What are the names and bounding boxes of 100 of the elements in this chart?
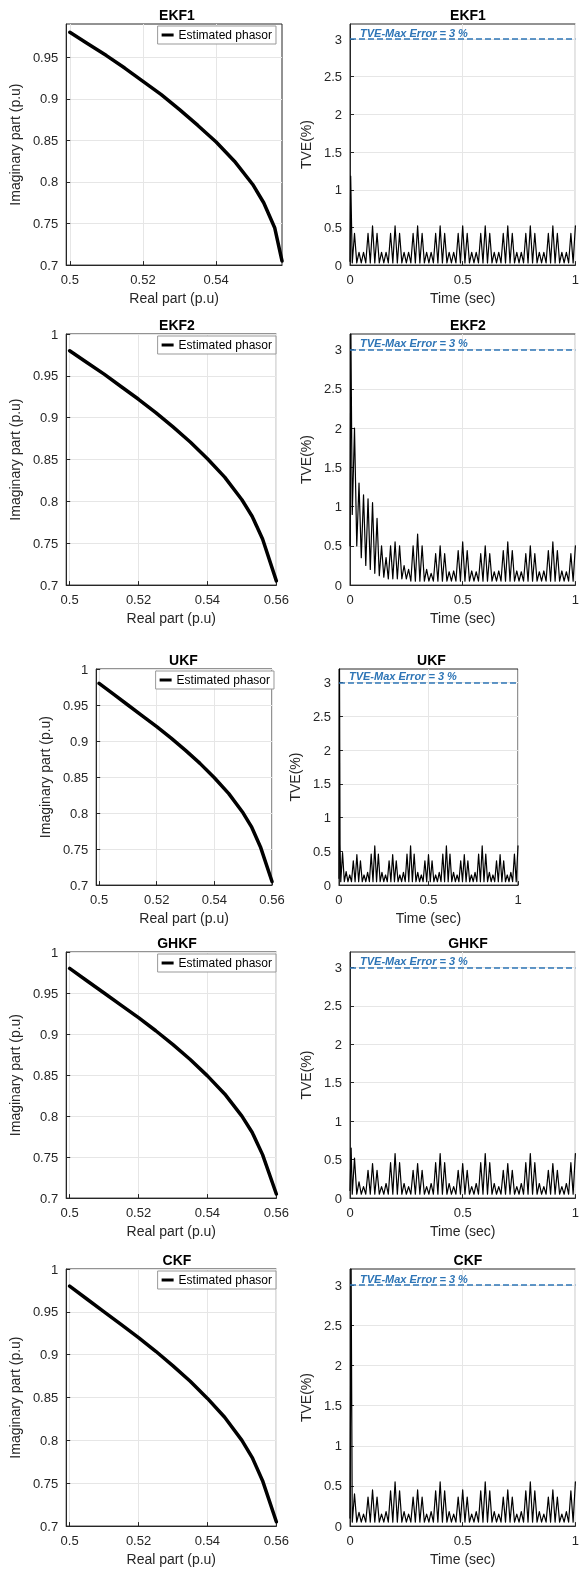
y-tick-label: 0.8 bbox=[40, 493, 59, 509]
y-tick-label: 0.95 bbox=[32, 49, 59, 65]
y-tick-label: 0 bbox=[334, 257, 342, 273]
y-tick-label: 2 bbox=[334, 106, 342, 122]
y-tick-label: 0.7 bbox=[40, 1190, 59, 1206]
y-tick-label: 0 bbox=[334, 1518, 342, 1534]
x-tick-label: 0.56 bbox=[263, 1533, 290, 1549]
y-tick-label: 0.75 bbox=[32, 535, 59, 551]
y-tick-label: 0 bbox=[323, 877, 331, 893]
y-tick-label: 0.75 bbox=[32, 1475, 59, 1491]
ref-line-label: TVE-Max Error = 3 % bbox=[360, 26, 469, 39]
x-tick-label: 0.54 bbox=[194, 592, 221, 608]
y-tick-label: 0.7 bbox=[40, 1518, 59, 1534]
x-tick-label: 0.52 bbox=[125, 1533, 152, 1549]
legend-label: Estimated phasor bbox=[176, 673, 271, 687]
x-tick-label: 1 bbox=[571, 1205, 579, 1221]
x-tick-label: 0.54 bbox=[203, 272, 229, 288]
y-tick-label: 0.5 bbox=[323, 538, 342, 554]
x-tick-label: 1 bbox=[571, 1533, 579, 1549]
x-tick-label: 0.54 bbox=[201, 892, 228, 908]
y-axis-title: Imaginary part (p.u) bbox=[37, 715, 53, 839]
x-tick-label: 0 bbox=[346, 1205, 354, 1221]
y-tick-label: 0.8 bbox=[70, 805, 89, 821]
y-tick-label: 1.5 bbox=[323, 459, 342, 475]
x-tick-label: 0 bbox=[346, 1533, 354, 1549]
x-tick-label: 0.5 bbox=[453, 272, 472, 288]
y-axis-title: TVE(%) bbox=[298, 1050, 315, 1100]
y-tick-label: 0.9 bbox=[40, 1347, 59, 1363]
x-axis-title: Real part (p.u) bbox=[129, 290, 219, 306]
y-axis-title: Imaginary part (p.u) bbox=[7, 398, 23, 521]
x-axis-title: Real part (p.u) bbox=[139, 910, 229, 926]
y-tick-label: 1 bbox=[323, 810, 331, 826]
y-tick-label: 2 bbox=[334, 1036, 342, 1052]
x-tick-label: 0.56 bbox=[263, 592, 290, 608]
y-tick-label: 0.75 bbox=[32, 216, 59, 232]
x-axis-title: Real part (p.u) bbox=[126, 610, 217, 626]
chart-title: EKF2 bbox=[159, 317, 196, 333]
y-tick-label: 0.85 bbox=[32, 1067, 59, 1083]
x-axis-title: Time (sec) bbox=[429, 1551, 496, 1567]
y-tick-label: 0.75 bbox=[62, 841, 89, 857]
x-tick-label: 0.5 bbox=[453, 1205, 472, 1221]
chart-title: GHKF bbox=[157, 935, 198, 951]
y-tick-label: 1 bbox=[334, 1113, 342, 1129]
x-tick-label: 1 bbox=[571, 272, 579, 288]
y-axis-title: Imaginary part (p.u) bbox=[7, 1013, 23, 1137]
y-tick-label: 0.9 bbox=[40, 410, 59, 426]
x-tick-label: 0.5 bbox=[453, 592, 472, 608]
y-tick-label: 0.85 bbox=[32, 1390, 59, 1406]
y-tick-label: 1.5 bbox=[323, 144, 342, 160]
y-tick-label: 3 bbox=[334, 31, 342, 47]
legend-label: Estimated phasor bbox=[178, 338, 273, 352]
y-tick-label: 0.7 bbox=[40, 257, 59, 273]
y-tick-label: 3 bbox=[323, 675, 331, 691]
y-tick-label: 1 bbox=[334, 1438, 342, 1454]
x-tick-label: 1 bbox=[571, 592, 579, 608]
y-tick-label: 3 bbox=[334, 959, 342, 975]
y-tick-label: 1 bbox=[50, 944, 59, 960]
chart-title: EKF1 bbox=[450, 7, 487, 23]
x-tick-label: 0.52 bbox=[144, 892, 170, 908]
y-tick-label: 1.5 bbox=[323, 1075, 342, 1091]
x-axis-title: Real part (p.u) bbox=[126, 1223, 217, 1239]
x-axis-title: Time (sec) bbox=[429, 290, 496, 306]
y-axis-title: Imaginary part (p.u) bbox=[7, 1336, 23, 1459]
ref-line-label: TVE-Max Error = 3 % bbox=[360, 1272, 469, 1285]
y-tick-label: 1 bbox=[50, 326, 59, 342]
line-series bbox=[349, 333, 576, 582]
x-tick-label: 0.56 bbox=[259, 892, 285, 908]
y-tick-label: 0 bbox=[334, 1190, 342, 1206]
y-tick-label: 0.85 bbox=[32, 132, 59, 148]
line-series bbox=[338, 668, 519, 883]
x-tick-label: 0.52 bbox=[125, 592, 152, 608]
y-tick-label: 0.95 bbox=[32, 985, 59, 1001]
y-tick-label: 2 bbox=[334, 420, 342, 436]
line-series bbox=[349, 1268, 576, 1523]
x-axis-title: Real part (p.u) bbox=[126, 1551, 217, 1567]
y-tick-label: 1 bbox=[334, 499, 342, 515]
y-tick-label: 1 bbox=[50, 1261, 59, 1277]
y-axis-title: TVE(%) bbox=[298, 1373, 315, 1423]
y-tick-label: 1.5 bbox=[323, 1398, 342, 1414]
y-tick-label: 0.75 bbox=[32, 1149, 59, 1165]
x-axis-title: Time (sec) bbox=[395, 910, 462, 926]
ref-line-label: TVE-Max Error = 3 % bbox=[360, 954, 469, 967]
y-tick-label: 2.5 bbox=[323, 998, 342, 1014]
y-tick-label: 1 bbox=[80, 661, 89, 677]
chart-title: UKF bbox=[417, 652, 447, 668]
y-axis-title: TVE(%) bbox=[287, 752, 303, 802]
chart-title: EKF2 bbox=[450, 317, 487, 333]
legend-label: Estimated phasor bbox=[178, 1273, 273, 1287]
x-tick-label: 0.56 bbox=[263, 1205, 290, 1221]
y-tick-label: 0.8 bbox=[40, 1432, 59, 1448]
y-tick-label: 0 bbox=[334, 577, 342, 593]
x-tick-label: 0 bbox=[346, 272, 354, 288]
x-tick-label: 0.52 bbox=[125, 1205, 152, 1221]
y-tick-label: 0.8 bbox=[40, 174, 59, 190]
x-axis-title: Time (sec) bbox=[429, 1223, 496, 1239]
y-tick-label: 0.85 bbox=[32, 452, 59, 468]
y-tick-label: 2 bbox=[323, 742, 331, 758]
chart-title: UKF bbox=[169, 652, 199, 668]
y-axis-title: Imaginary part (p.u) bbox=[7, 83, 23, 206]
y-tick-label: 0.7 bbox=[40, 577, 59, 593]
